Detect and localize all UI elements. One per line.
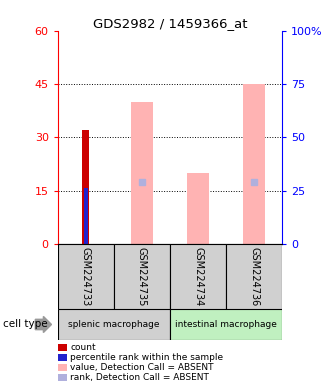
Bar	[170, 309, 282, 340]
Text: count: count	[70, 343, 96, 352]
Bar	[131, 102, 152, 244]
Text: GSM224733: GSM224733	[81, 247, 91, 306]
Bar	[244, 84, 265, 244]
Text: GSM224734: GSM224734	[193, 247, 203, 306]
Text: rank, Detection Call = ABSENT: rank, Detection Call = ABSENT	[70, 373, 209, 382]
FancyArrow shape	[35, 316, 51, 333]
Text: GSM224736: GSM224736	[249, 247, 259, 306]
Bar	[84, 189, 88, 244]
Text: intestinal macrophage: intestinal macrophage	[175, 320, 277, 329]
Text: cell type: cell type	[3, 319, 48, 329]
Bar	[170, 244, 226, 309]
Text: percentile rank within the sample: percentile rank within the sample	[70, 353, 223, 362]
Text: value, Detection Call = ABSENT: value, Detection Call = ABSENT	[70, 363, 214, 372]
Bar	[114, 244, 170, 309]
Text: GSM224735: GSM224735	[137, 247, 147, 306]
Bar	[226, 244, 282, 309]
Bar	[58, 244, 114, 309]
Bar	[187, 173, 209, 244]
Bar	[58, 309, 170, 340]
Bar	[82, 130, 89, 244]
Text: splenic macrophage: splenic macrophage	[68, 320, 160, 329]
Title: GDS2982 / 1459366_at: GDS2982 / 1459366_at	[93, 17, 247, 30]
